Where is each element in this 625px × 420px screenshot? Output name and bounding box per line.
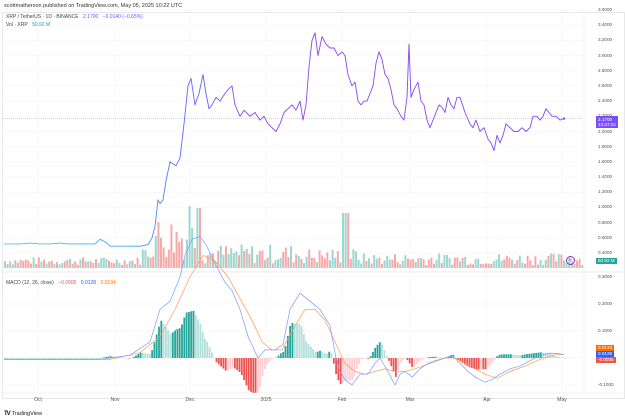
time-axis-label: Oct	[34, 397, 42, 403]
price-axis-label: 0.8000	[598, 219, 613, 225]
price-axis-label: 1.2000	[598, 189, 613, 195]
tradingview-logo-icon: TV	[4, 411, 11, 417]
price-axis-label: 2.8000	[598, 67, 613, 73]
publisher-caption: scottmatherson published on TradingView.…	[4, 3, 183, 9]
bar-countdown: 13:37:22	[598, 122, 616, 127]
macd-axis-label: 0.1000	[598, 328, 613, 333]
symbol-name[interactable]: XRP / TetherUS · 1D · BINANCE	[6, 14, 79, 20]
macd-line-value: 0.0128	[80, 280, 97, 286]
macd-axis-label: 0.2000	[598, 301, 613, 306]
volume-value: 50.92 M	[32, 22, 51, 28]
last-price: 2.1700	[83, 14, 99, 20]
time-axis-label: Dec	[185, 397, 195, 403]
macd-axis-label: 0.3000	[598, 274, 613, 279]
price-axis-label: 3.6000	[598, 7, 613, 12]
price-axis-label: 1.8000	[598, 143, 613, 149]
tradingview-brand: TradingView	[11, 411, 42, 417]
footer-branding: TV TradingView	[4, 411, 42, 417]
price-axis-label: 0.6000	[598, 234, 613, 240]
symbol-legend: XRP / TetherUS · 1D · BINANCE 2.1700 −0.…	[6, 14, 146, 20]
macd-hist-value: −0.0005	[58, 280, 77, 286]
volume-label[interactable]: Vol · XRP	[6, 22, 28, 28]
price-axis-label: 1.4000	[598, 174, 613, 180]
volume-legend: Vol · XRP 50.92 M	[6, 22, 53, 28]
price-axis-label: 1.0000	[598, 204, 613, 210]
price-axis-label: 3.2000	[598, 37, 613, 43]
price-axis-label: 2.6000	[598, 82, 613, 88]
price-axis-label: 2.2000	[598, 113, 612, 118]
time-axis-label: Feb	[337, 397, 347, 403]
macd-label[interactable]: MACD (12, 26, close)	[6, 280, 54, 286]
macd-line-tag: 0.0128	[596, 351, 615, 357]
last-price-tag-value: 2.1700	[598, 117, 613, 122]
macd-axis-label: -0.1000	[598, 382, 614, 387]
macd-legend: MACD (12, 26, close) −0.0005 0.0128 0.01…	[6, 280, 119, 286]
time-axis-label: Mar	[405, 397, 415, 403]
time-axis-label: Apr	[483, 397, 491, 403]
time-axis-label: Nov	[110, 397, 120, 403]
time-axis-label: May	[557, 397, 567, 403]
macd-signal-value: 0.0134	[100, 280, 116, 286]
time-axis-label: 2025	[260, 397, 272, 403]
price-axis-label: 0.4000	[598, 250, 613, 255]
lightning-event-icon[interactable]: ϟ	[566, 256, 575, 265]
price-axis-label: 2.4000	[598, 98, 613, 104]
macd-hist-tag: -0.0005	[596, 357, 616, 363]
price-axis-label: 2.0000	[598, 128, 613, 134]
price-axis-label: 3.4000	[598, 22, 613, 28]
price-change: −0.0140 (−0.65%)	[102, 14, 143, 20]
last-price-tag: 2.1700 13:37:22	[596, 116, 618, 128]
price-axis-label: 3.0000	[598, 52, 613, 58]
macd-signal-tag: 0.0134	[596, 345, 615, 351]
volume-tag: 50.92 M	[596, 258, 617, 264]
price-axis-label: 1.6000	[598, 158, 613, 164]
